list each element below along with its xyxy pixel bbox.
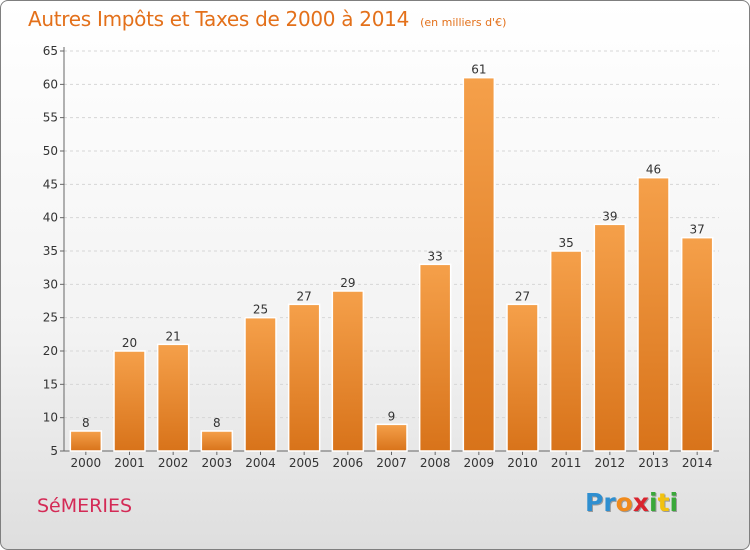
x-tick-label: 2000 bbox=[71, 456, 102, 470]
y-tick-label: 65 bbox=[43, 44, 58, 58]
logo-letter: P bbox=[585, 488, 604, 517]
y-tick-label: 60 bbox=[43, 77, 58, 91]
x-tick-label: 2007 bbox=[376, 456, 407, 470]
chart-title-text: Autres Impôts et Taxes de 2000 à 2014 bbox=[28, 7, 409, 31]
x-tick-label: 2014 bbox=[682, 456, 713, 470]
x-tick-label: 2013 bbox=[638, 456, 669, 470]
y-tick-label: 20 bbox=[43, 344, 58, 358]
y-tick-label: 45 bbox=[43, 177, 58, 191]
bar bbox=[244, 316, 277, 452]
x-tick-label: 2012 bbox=[595, 456, 626, 470]
labels: 5 10 15 20 25 30 35 40 45 50 55 60 65 8 2000 20 2001 21 20… bbox=[43, 44, 713, 470]
bars bbox=[69, 76, 714, 452]
bar-value-label: 25 bbox=[253, 303, 268, 317]
bar bbox=[200, 430, 234, 452]
bar-value-label: 21 bbox=[166, 329, 181, 343]
bar bbox=[331, 290, 365, 452]
bar bbox=[418, 263, 452, 452]
bar-value-label: 8 bbox=[82, 416, 90, 430]
bar-value-label: 20 bbox=[122, 336, 137, 350]
bar-value-label: 29 bbox=[340, 276, 355, 290]
bar bbox=[375, 423, 408, 452]
chart-title: Autres Impôts et Taxes de 2000 à 2014 (e… bbox=[28, 7, 506, 31]
bar bbox=[156, 343, 190, 452]
x-tick-label: 2003 bbox=[202, 456, 233, 470]
x-tick-label: 2011 bbox=[551, 456, 582, 470]
logo-letter: t bbox=[657, 488, 670, 517]
bar-value-label: 9 bbox=[388, 409, 396, 423]
bar-value-label: 8 bbox=[213, 416, 221, 430]
x-tick-label: 2006 bbox=[333, 456, 364, 470]
bar-value-label: 39 bbox=[602, 209, 617, 223]
logo-letter: o bbox=[615, 488, 633, 517]
bar-value-label: 37 bbox=[690, 223, 705, 237]
y-tick-label: 35 bbox=[43, 244, 58, 258]
bar bbox=[506, 303, 539, 452]
bar bbox=[680, 236, 714, 452]
bar bbox=[113, 350, 146, 452]
x-tick-label: 2005 bbox=[289, 456, 320, 470]
bar bbox=[549, 250, 583, 452]
bar-value-label: 33 bbox=[428, 249, 443, 263]
chart-unit-note: (en milliers d'€) bbox=[420, 16, 507, 29]
bar-value-label: 27 bbox=[297, 289, 312, 303]
x-tick-label: 2010 bbox=[507, 456, 538, 470]
y-tick-label: 40 bbox=[43, 211, 58, 225]
bar bbox=[593, 223, 627, 452]
y-tick-label: 55 bbox=[43, 111, 58, 125]
commune-name: SéMERIES bbox=[37, 495, 133, 517]
bar-value-label: 61 bbox=[471, 63, 486, 77]
y-tick-label: 10 bbox=[43, 411, 58, 425]
x-tick-label: 2009 bbox=[464, 456, 495, 470]
logo-letter: r bbox=[603, 488, 616, 517]
y-tick-label: 50 bbox=[43, 144, 58, 158]
bar-value-label: 46 bbox=[646, 163, 661, 177]
bar-value-label: 35 bbox=[559, 236, 574, 250]
bar bbox=[637, 176, 670, 452]
proxiti-logo: Proxiti bbox=[585, 488, 678, 517]
x-tick-label: 2004 bbox=[245, 456, 276, 470]
x-tick-label: 2001 bbox=[114, 456, 145, 470]
y-tick-label: 5 bbox=[50, 444, 58, 458]
logo-letter: i bbox=[649, 488, 658, 517]
bar bbox=[69, 430, 103, 452]
x-tick-label: 2008 bbox=[420, 456, 451, 470]
logo-letter: x bbox=[632, 488, 649, 517]
bar-value-label: 27 bbox=[515, 289, 530, 303]
bar bbox=[287, 303, 321, 452]
bar bbox=[462, 76, 496, 452]
y-tick-label: 30 bbox=[43, 277, 58, 291]
logo-letter: i bbox=[669, 488, 679, 517]
x-tick-label: 2002 bbox=[158, 456, 189, 470]
y-tick-label: 25 bbox=[43, 311, 58, 325]
y-tick-label: 15 bbox=[43, 377, 58, 391]
